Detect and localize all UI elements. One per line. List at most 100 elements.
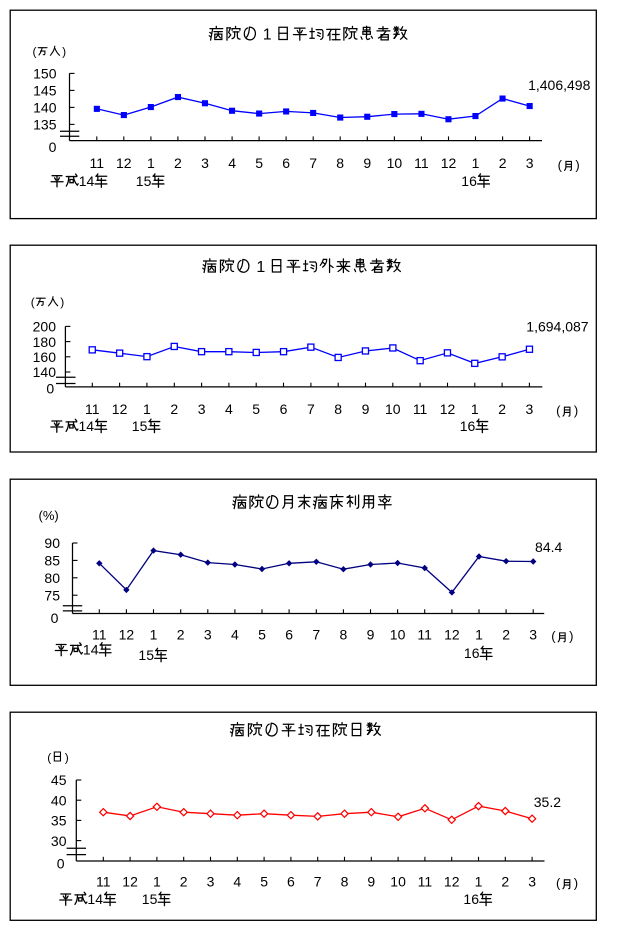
svg-text:4: 4 xyxy=(225,401,233,417)
svg-text:75: 75 xyxy=(44,587,60,603)
svg-text:3: 3 xyxy=(198,401,206,417)
svg-text:1: 1 xyxy=(472,155,480,171)
svg-text:0: 0 xyxy=(51,610,59,626)
svg-text:6: 6 xyxy=(282,155,290,171)
svg-text:16: 16 xyxy=(464,645,480,661)
svg-text:4: 4 xyxy=(231,627,239,643)
svg-text:3: 3 xyxy=(201,155,209,171)
svg-text:35: 35 xyxy=(51,813,67,829)
svg-text:16: 16 xyxy=(463,891,479,907)
svg-text:(: ( xyxy=(558,157,563,172)
svg-text:140: 140 xyxy=(33,364,57,380)
svg-text:85: 85 xyxy=(44,553,60,569)
svg-text:1: 1 xyxy=(150,627,158,643)
svg-text:14: 14 xyxy=(83,642,99,658)
svg-text:): ) xyxy=(65,750,69,764)
svg-text:2: 2 xyxy=(498,401,506,417)
svg-text:10: 10 xyxy=(385,401,401,417)
svg-text:2: 2 xyxy=(174,155,182,171)
svg-text:0: 0 xyxy=(57,856,65,872)
svg-text:8: 8 xyxy=(334,401,342,417)
svg-text:(: ( xyxy=(47,750,51,764)
svg-text:2: 2 xyxy=(170,401,178,417)
svg-text:11: 11 xyxy=(96,873,111,889)
svg-text:3: 3 xyxy=(529,627,537,643)
svg-text:10: 10 xyxy=(390,873,406,889)
svg-text:15: 15 xyxy=(138,647,154,663)
svg-text:2: 2 xyxy=(177,627,185,643)
svg-text:6: 6 xyxy=(280,401,288,417)
svg-text:14: 14 xyxy=(79,418,95,434)
svg-text:0: 0 xyxy=(49,139,57,155)
svg-text:1: 1 xyxy=(475,873,483,889)
svg-text:(: ( xyxy=(556,403,561,418)
svg-text:10: 10 xyxy=(390,627,406,643)
svg-text:1,694,087: 1,694,087 xyxy=(526,318,588,334)
svg-text:2: 2 xyxy=(501,873,509,889)
svg-text:140: 140 xyxy=(33,100,57,116)
svg-text:7: 7 xyxy=(307,401,315,417)
svg-text:1,406,498: 1,406,498 xyxy=(528,77,590,93)
svg-text:8: 8 xyxy=(341,873,349,889)
svg-text:(: ( xyxy=(551,629,556,644)
svg-text:5: 5 xyxy=(258,627,266,643)
svg-text:16: 16 xyxy=(461,173,477,189)
svg-text:(: ( xyxy=(556,876,561,891)
svg-text:12: 12 xyxy=(116,155,132,171)
svg-text:11: 11 xyxy=(418,873,433,889)
svg-text:2: 2 xyxy=(502,627,510,643)
svg-text:2: 2 xyxy=(180,873,188,889)
svg-text:160: 160 xyxy=(33,349,57,365)
svg-text:1: 1 xyxy=(143,401,151,417)
svg-text:12: 12 xyxy=(122,873,138,889)
svg-text:11: 11 xyxy=(85,401,100,417)
svg-text:12: 12 xyxy=(112,401,128,417)
svg-text:): ) xyxy=(574,876,578,891)
svg-text:150: 150 xyxy=(33,66,57,82)
svg-text:4: 4 xyxy=(228,155,236,171)
svg-text:40: 40 xyxy=(51,792,67,808)
svg-text:180: 180 xyxy=(33,334,57,350)
svg-text:145: 145 xyxy=(33,83,57,99)
svg-text:135: 135 xyxy=(33,117,57,133)
svg-text:3: 3 xyxy=(528,873,536,889)
svg-text:5: 5 xyxy=(252,401,260,417)
svg-text:9: 9 xyxy=(367,873,375,889)
svg-text:16: 16 xyxy=(460,418,476,434)
svg-text:0: 0 xyxy=(46,381,54,397)
svg-text:6: 6 xyxy=(285,627,293,643)
svg-text:3: 3 xyxy=(526,401,534,417)
svg-text:11: 11 xyxy=(417,627,432,643)
svg-text:11: 11 xyxy=(92,627,107,643)
svg-text:14: 14 xyxy=(79,173,95,189)
svg-text:80: 80 xyxy=(44,570,60,586)
svg-text:): ) xyxy=(569,629,573,644)
svg-text:1: 1 xyxy=(263,26,272,43)
svg-text:(: ( xyxy=(33,45,37,59)
svg-text:30: 30 xyxy=(51,833,67,849)
svg-text:90: 90 xyxy=(44,535,60,551)
svg-text:7: 7 xyxy=(309,155,317,171)
svg-text:(%): (%) xyxy=(39,508,59,523)
svg-text:6: 6 xyxy=(287,873,295,889)
svg-text:1: 1 xyxy=(147,155,155,171)
svg-text:(: ( xyxy=(31,295,35,309)
svg-text:1: 1 xyxy=(153,873,161,889)
svg-text:12: 12 xyxy=(444,627,460,643)
svg-text:3: 3 xyxy=(207,873,215,889)
svg-text:): ) xyxy=(62,45,66,59)
svg-text:8: 8 xyxy=(336,155,344,171)
svg-text:200: 200 xyxy=(33,319,57,335)
svg-text:11: 11 xyxy=(413,401,428,417)
svg-text:12: 12 xyxy=(440,401,456,417)
svg-text:8: 8 xyxy=(340,627,348,643)
svg-text:84.4: 84.4 xyxy=(535,539,562,555)
svg-text:4: 4 xyxy=(233,873,241,889)
svg-text:11: 11 xyxy=(90,155,105,171)
svg-text:12: 12 xyxy=(119,627,135,643)
svg-text:15: 15 xyxy=(136,173,152,189)
svg-text:15: 15 xyxy=(132,418,148,434)
svg-text:3: 3 xyxy=(204,627,212,643)
svg-text:): ) xyxy=(575,157,579,172)
svg-text:1: 1 xyxy=(475,627,483,643)
